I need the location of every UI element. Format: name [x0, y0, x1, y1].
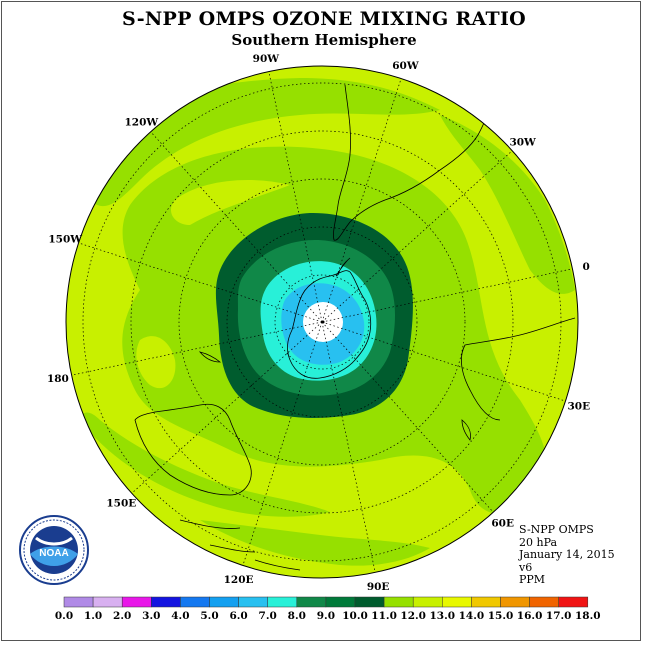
colorbar-tick-label: 11.0: [371, 610, 397, 622]
colorbar-cell: [238, 596, 268, 608]
colorbar-tick-label: 1.0: [84, 610, 102, 622]
colorbar-cell: [383, 596, 414, 608]
longitude-label: 60E: [491, 518, 514, 530]
colorbar-cell: [151, 596, 181, 608]
info-instrument: S-NPP OMPS: [519, 523, 594, 536]
colorbar: 0.0 1.0 2.0 3.0 4.0 5.0 6.0 7.0 8.0 9.0 10.0 11.0 12…: [55, 596, 601, 622]
coastlines: [134, 84, 576, 571]
colorbar-cell: [325, 596, 356, 608]
colorbar-tick-label: 3.0: [142, 610, 160, 622]
field-patch-11-12-b: [136, 336, 176, 389]
longitude-label: 0: [582, 261, 589, 273]
meridian-line: [321, 78, 402, 323]
colorbar-cell: [296, 596, 327, 608]
map-edge: [65, 65, 579, 579]
colorbar-tick-label: 2.0: [113, 610, 131, 622]
info-date: January 14, 2015: [519, 548, 615, 561]
colorbar-tick-label: 12.0: [400, 610, 426, 622]
colorbar-cell: [354, 596, 385, 608]
noaa-logo: NOAA: [19, 515, 89, 585]
longitude-label: 90E: [367, 581, 390, 593]
meridian-line: [131, 321, 323, 494]
colorbar-cell: [209, 596, 239, 608]
meridian-line: [321, 321, 376, 573]
field-band-10-11-c: [80, 412, 330, 517]
longitude-label: 90W: [253, 53, 280, 65]
colorbar-tick-label: 14.0: [459, 610, 485, 622]
info-block: S-NPP OMPS 20 hPa January 14, 2015 v6 PP…: [519, 523, 615, 587]
longitude-label: 60W: [392, 60, 419, 72]
figure-frame: [1, 1, 641, 641]
colorbar-tick-label: 6.0: [229, 610, 247, 622]
meridian-line: [242, 321, 323, 566]
colorbar-tick-label: 16.0: [517, 610, 543, 622]
longitude-label: 120E: [224, 574, 254, 586]
longitude-label: 180: [47, 373, 69, 385]
longitude-label: 30W: [509, 136, 536, 148]
colorbar-cell: [558, 596, 589, 608]
colorbar-cell: [471, 596, 501, 608]
colorbar-cell: [442, 596, 472, 608]
colorbar-tick-label: 15.0: [488, 610, 514, 622]
noaa-logo-text: NOAA: [39, 548, 68, 559]
meridian-line: [78, 242, 323, 323]
colorbar-tick-label: 13.0: [430, 610, 456, 622]
field-band-10-11-b: [440, 115, 575, 294]
field-band-10-11-d: [200, 520, 430, 566]
info-units: PPM: [519, 573, 546, 586]
longitude-label: 150W: [48, 234, 82, 246]
colorbar-tick-label: 9.0: [317, 610, 335, 622]
meridian-line: [321, 268, 573, 323]
colorbar-cell: [267, 596, 298, 608]
colorbar-cell: [500, 596, 530, 608]
colorbar-cell: [63, 596, 94, 608]
colorbar-tick-label: 0.0: [55, 610, 73, 622]
colorbar-tick-label: 4.0: [171, 610, 189, 622]
colorbar-tick-label: 5.0: [200, 610, 218, 622]
longitude-labels: 90W 60W 30W 0 30E 60E 90E 120E 150E 180 150W 120W: [47, 53, 590, 593]
meridian-line: [321, 321, 494, 513]
info-level: 20 hPa: [519, 535, 558, 549]
colorbar-cell: [180, 596, 210, 608]
meridian-line: [71, 321, 323, 376]
colorbar-cell: [121, 596, 152, 608]
meridian-line: [321, 321, 566, 402]
map-title: S-NPP OMPS OZONE MIXING RATIO: [121, 8, 527, 30]
colorbar-cell: [529, 596, 559, 608]
colorbar-cell: [92, 596, 123, 608]
field-patch-11-12: [170, 180, 290, 225]
map-subtitle: Southern Hemisphere: [231, 31, 417, 49]
colorbar-tick-label: 8.0: [288, 610, 306, 622]
graticule: [82, 82, 562, 562]
meridian-line: [268, 71, 323, 323]
colorbar-tick-label: 17.0: [546, 610, 572, 622]
colorbar-tick-label: 7.0: [259, 610, 277, 622]
meridians: [71, 71, 573, 573]
colorbar-tick-label: 18.0: [575, 610, 601, 622]
info-version: v6: [519, 560, 533, 574]
longitude-label: 30E: [567, 400, 590, 412]
meridian-line: [150, 131, 323, 323]
longitude-label: 150E: [106, 498, 136, 510]
longitude-label: 120W: [124, 116, 158, 128]
meridian-line: [321, 150, 513, 323]
colorbar-tick-label: 10.0: [342, 610, 368, 622]
colorbar-cell: [412, 596, 443, 608]
